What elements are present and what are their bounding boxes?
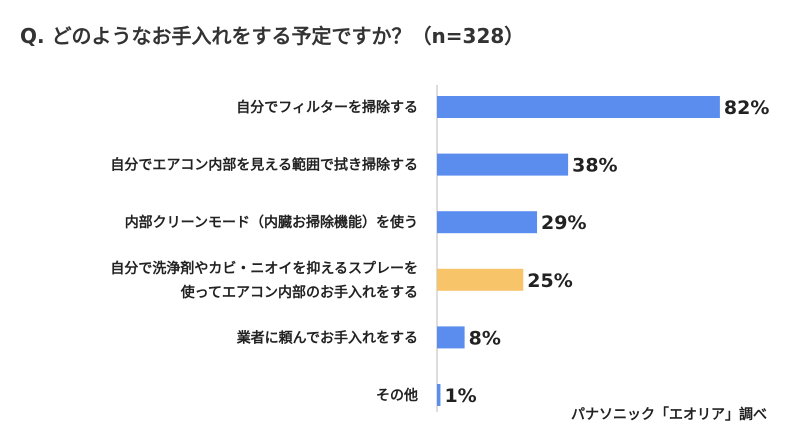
bar-5 bbox=[437, 384, 441, 406]
bar-4 bbox=[437, 326, 465, 349]
value-label-0: 82% bbox=[724, 97, 769, 119]
value-label-5: 1% bbox=[444, 385, 476, 407]
category-label-4: 業者に頼んでお手入れをする bbox=[236, 329, 418, 346]
bars-group bbox=[437, 96, 720, 406]
category-label-3-line-0: 自分で洗浄剤やカビ・ニオイを抑えるスプレーを bbox=[110, 260, 418, 277]
chart-title: Q. どのようなお手入れをする予定ですか？（n=328） bbox=[20, 24, 525, 48]
value-label-1: 38% bbox=[572, 155, 617, 177]
category-label-1: 自分でエアコン内部を見える範囲で拭き掃除する bbox=[110, 157, 418, 174]
category-label-0: 自分でフィルターを掃除する bbox=[236, 99, 418, 116]
category-label-3-line-1: 使ってエアコン内部のお手入れをする bbox=[180, 284, 418, 301]
value-labels-group: 82% 38% 29% 25% 8% 1% bbox=[444, 97, 769, 407]
value-label-3: 25% bbox=[527, 270, 572, 292]
bar-1 bbox=[437, 153, 569, 176]
bar-0 bbox=[437, 96, 720, 118]
value-label-4: 8% bbox=[469, 327, 501, 349]
category-labels-group: 自分でフィルターを掃除する自分でエアコン内部を見える範囲で拭き掃除する内部クリー… bbox=[110, 99, 418, 404]
category-label-2: 内部クリーンモード（内臓お掃除機能）を使う bbox=[125, 214, 418, 231]
bar-2 bbox=[437, 211, 538, 234]
bar-3 bbox=[437, 268, 524, 291]
source-note: パナソニック「エオリア」調べ bbox=[571, 407, 767, 423]
value-label-2: 29% bbox=[541, 212, 586, 234]
category-label-5: その他 bbox=[376, 387, 418, 404]
